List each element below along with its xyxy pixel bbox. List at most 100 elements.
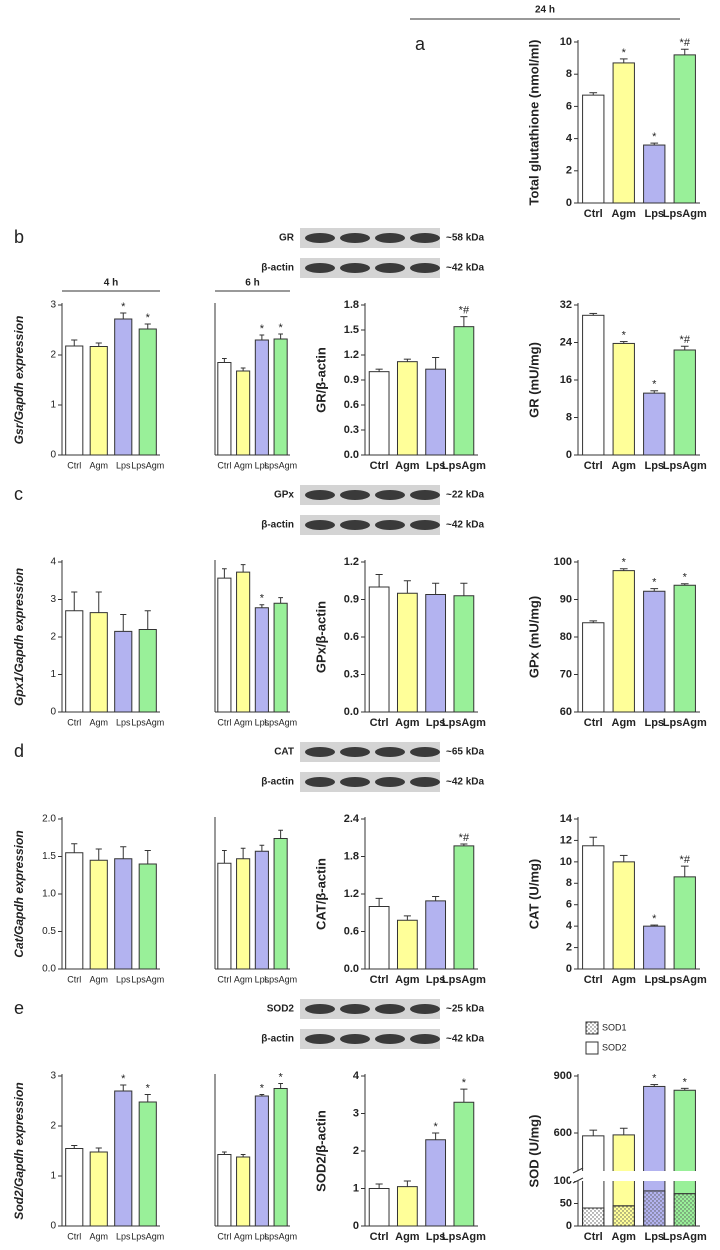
x-tick-label: Ctrl	[584, 460, 603, 472]
blot-band	[340, 747, 370, 757]
x-tick-label: Lps	[116, 1231, 131, 1241]
x-tick-label: Agm	[395, 1231, 420, 1243]
y-tick-label: 0	[353, 1220, 359, 1232]
significance-mark: *#	[459, 305, 470, 317]
axis-break	[570, 1171, 704, 1181]
y-tick-label: 2	[353, 1145, 359, 1157]
blot-band	[340, 490, 370, 500]
y-tick-label: 0.3	[344, 668, 359, 680]
bar	[114, 858, 133, 970]
y-tick-label: 2	[50, 350, 56, 361]
y-tick-label: 70	[560, 668, 572, 680]
y-tick-label: 0	[566, 1220, 572, 1232]
y-tick-label: 1.8	[344, 299, 359, 311]
bar	[368, 371, 390, 456]
x-tick-label: LpsAgm	[663, 1231, 707, 1243]
bar-pattern	[582, 1207, 605, 1227]
x-tick-label: LpsAgm	[264, 974, 297, 984]
bar-pattern	[643, 1190, 666, 1227]
y-tick-label: 1	[50, 400, 56, 411]
blot-band	[410, 747, 440, 757]
bar	[425, 594, 447, 713]
bar	[114, 318, 133, 456]
blot-protein: β-actin	[261, 520, 294, 531]
x-tick-label: LpsAgm	[264, 460, 297, 470]
bar	[138, 328, 157, 456]
x-tick-label: Lps	[116, 460, 131, 470]
x-tick-label: Ctrl	[370, 717, 389, 729]
y-tick-label: 3	[50, 594, 56, 605]
y-tick-label: 1	[50, 669, 56, 680]
bar	[673, 584, 696, 713]
y-tick-label: 0	[50, 707, 56, 718]
y-tick-label: 0.9	[344, 593, 359, 605]
x-tick-label: Lps	[426, 974, 446, 986]
blot-band	[375, 233, 405, 243]
y-tick-label: 0.0	[344, 449, 359, 461]
y-axis-label: CAT (U/mg)	[526, 859, 541, 930]
significance-mark: *	[462, 1077, 467, 1089]
x-tick-label: Agm	[234, 717, 253, 727]
significance-mark: *	[146, 312, 151, 324]
blot-band	[375, 777, 405, 787]
blot-size: ~58 kDa	[446, 233, 485, 244]
blot-size: ~42 kDa	[446, 777, 485, 788]
x-tick-label: Ctrl	[217, 974, 231, 984]
x-tick-label: Lps	[644, 717, 664, 729]
x-tick-label: Ctrl	[370, 460, 389, 472]
x-tick-label: Ctrl	[67, 974, 81, 984]
time-label: 24 h	[535, 5, 555, 16]
bar	[273, 338, 288, 456]
bar	[612, 342, 635, 456]
bar	[217, 362, 232, 456]
significance-mark: *	[683, 1076, 688, 1088]
x-tick-label: LpsAgm	[264, 1231, 297, 1241]
y-tick-label: 2	[566, 165, 572, 177]
y-axis-label: Gpx1/Gapdh expression	[12, 568, 26, 706]
y-tick-label: 2.4	[344, 813, 360, 825]
bar	[368, 1188, 390, 1227]
blot-band	[375, 747, 405, 757]
blot-size: ~22 kDa	[446, 490, 485, 501]
panel-letter: a	[415, 34, 426, 54]
x-tick-label: Ctrl	[217, 717, 231, 727]
bar	[582, 94, 605, 204]
bar	[582, 314, 605, 456]
y-tick-label: 6	[566, 899, 572, 911]
x-tick-label: Agm	[89, 717, 108, 727]
significance-mark: *	[622, 557, 627, 569]
x-tick-label: LpsAgm	[663, 974, 707, 986]
bar	[612, 570, 635, 713]
y-tick-label: 0.9	[344, 374, 359, 386]
bar	[236, 571, 251, 713]
y-tick-label: 14	[560, 813, 573, 825]
y-tick-label: 100	[554, 1175, 572, 1187]
y-tick-label: 3	[50, 1071, 56, 1082]
x-tick-label: Ctrl	[370, 1231, 389, 1243]
bar	[643, 925, 666, 970]
blot-band	[375, 1034, 405, 1044]
y-tick-label: 2	[566, 941, 572, 953]
blot-band	[410, 520, 440, 530]
bar	[217, 1154, 232, 1227]
significance-mark: *	[260, 593, 265, 605]
legend-label: SOD2	[602, 1042, 627, 1052]
bar	[643, 590, 666, 713]
bar	[582, 622, 605, 713]
y-tick-label: 12	[560, 834, 572, 846]
y-tick-label: 4	[50, 557, 56, 568]
x-tick-label: Agm	[612, 1231, 637, 1243]
significance-mark: *	[652, 379, 657, 391]
x-tick-label: Agm	[234, 1231, 253, 1241]
blot-protein: β-actin	[261, 1034, 294, 1045]
y-tick-label: 1.2	[344, 349, 359, 361]
significance-mark: *	[260, 323, 265, 335]
blot-band	[410, 1004, 440, 1014]
blot-band	[340, 1004, 370, 1014]
x-tick-label: Lps	[644, 460, 664, 472]
y-tick-label: 0	[566, 197, 572, 209]
x-tick-label: Lps	[255, 717, 270, 727]
significance-mark: *	[121, 301, 126, 313]
blot-protein: β-actin	[261, 777, 294, 788]
bar	[217, 862, 232, 970]
